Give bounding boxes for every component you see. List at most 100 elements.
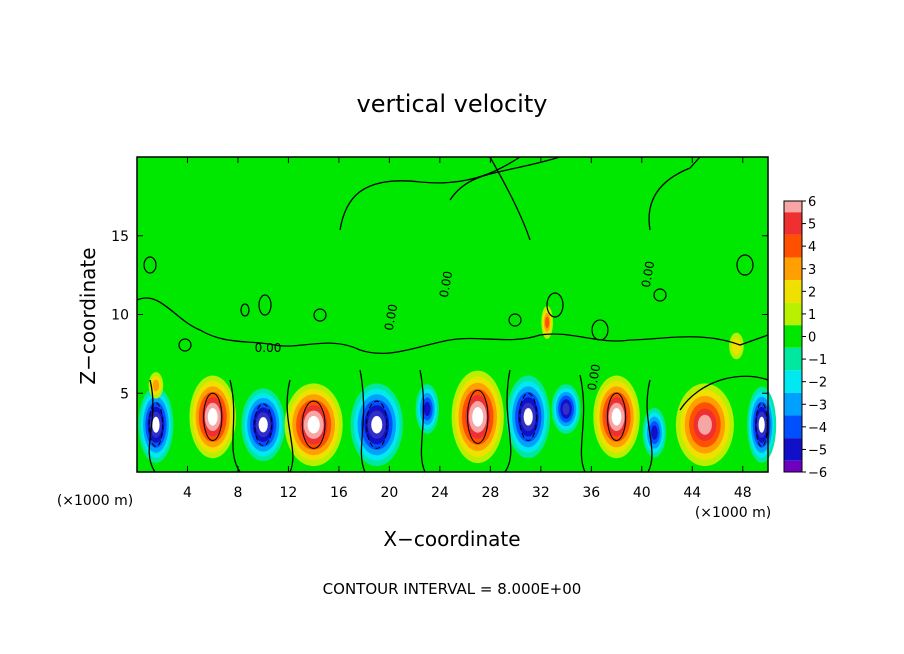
contour-label: 0.00	[437, 270, 455, 299]
colorbar-tick-label: 4	[808, 240, 816, 255]
plot-area: 0.00 0.00 0.00 0.00 0.00	[136, 156, 777, 473]
x-tick-label: 12	[280, 485, 298, 501]
contour-label: 0.00	[382, 303, 400, 332]
contour-loop	[653, 288, 667, 302]
contour-loop	[258, 294, 272, 316]
colorbar-tick-label: −5	[808, 443, 827, 458]
contour-interval-text: CONTOUR INTERVAL = 8.000E+00	[323, 580, 582, 598]
cell-ring	[731, 337, 741, 355]
zero-contour	[504, 369, 512, 473]
zero-contour	[136, 297, 769, 354]
cell-ring	[152, 379, 160, 392]
contour-loop	[178, 338, 192, 352]
colorbar-swatch	[784, 370, 802, 393]
velocity-cell	[284, 383, 343, 467]
contour-label: 0.00	[585, 363, 603, 392]
velocity-cell	[189, 375, 236, 459]
colorbar-swatch	[784, 212, 802, 235]
y-tick-label: 15	[111, 229, 129, 245]
contour-labels: 0.00 0.00 0.00 0.00 0.00	[255, 260, 658, 392]
cell-ring	[697, 414, 712, 435]
cell-ring	[207, 408, 218, 426]
velocity-cell	[551, 384, 581, 434]
colorbar-swatch	[784, 302, 802, 326]
cell-ring	[423, 401, 431, 417]
colorbar-swatch	[784, 201, 802, 213]
cell-contour	[467, 389, 489, 444]
x-tick-label: 48	[734, 485, 752, 501]
colorbar-tick-label: 0	[808, 331, 816, 346]
contour-loop	[313, 308, 327, 322]
x-tick-label: 40	[633, 485, 651, 501]
colorbar-tick-label: −1	[808, 353, 827, 368]
cell-ring	[758, 416, 765, 433]
contour-loop	[546, 292, 564, 318]
cell-contour	[606, 392, 627, 441]
zero-contour	[148, 379, 156, 473]
x-unit-label-right: (×1000 m)	[695, 505, 771, 521]
cell-ring	[523, 408, 533, 426]
x-tick-label: 32	[532, 485, 550, 501]
x-tick-label: 36	[582, 485, 600, 501]
x-tick-label: 8	[233, 485, 242, 501]
colorbar-swatch	[784, 438, 802, 461]
velocity-cell	[593, 375, 640, 459]
colorbar-tick-label: 1	[808, 308, 816, 323]
y-tick-label: 10	[111, 308, 129, 324]
cell-ring	[472, 407, 484, 427]
colorbar-tick-label: −3	[808, 398, 827, 413]
colorbar-swatch	[784, 460, 802, 472]
colorbar-swatch	[784, 280, 802, 303]
cell-contour	[366, 400, 388, 449]
contour-label: 0.00	[639, 260, 657, 289]
velocity-cell	[506, 375, 550, 459]
cell-ring	[371, 416, 383, 434]
x-tick-label: 16	[330, 485, 348, 501]
x-tick-label: 44	[683, 485, 701, 501]
cell-ring	[307, 416, 320, 434]
contour-loop	[143, 256, 157, 274]
colorbar-swatch	[784, 415, 802, 439]
zero-contour	[579, 374, 586, 473]
colorbar-swatch	[784, 257, 802, 281]
velocity-cell	[415, 384, 439, 434]
velocity-cell	[675, 383, 734, 467]
zero-contour	[286, 379, 294, 473]
cell-ring	[562, 402, 570, 416]
contour-loop	[240, 303, 250, 317]
colorbar-tick-label: 5	[808, 218, 816, 233]
contour-loop	[591, 319, 609, 341]
contour-label: 0.00	[255, 341, 282, 355]
zero-contour	[648, 156, 701, 231]
colorbar-tick-label: 3	[808, 263, 816, 278]
zero-contour	[489, 156, 531, 241]
velocity-cell	[451, 370, 504, 464]
zero-contour	[419, 369, 426, 473]
zero-contour	[339, 156, 521, 231]
velocity-cell	[642, 407, 667, 458]
x-axis-ticks: 4 8 12 16 20 24 28 32 36 40 44 48	[183, 157, 752, 501]
x-tick-label: 28	[481, 485, 499, 501]
chart-title: vertical velocity	[357, 90, 548, 118]
cell-ring	[611, 408, 622, 426]
y-axis-ticks: 5 10 15	[111, 229, 768, 402]
colorbar: 6 5 4 3 2 1 0 −1 −2 −3 −4 −5 −6	[783, 195, 827, 481]
velocity-cell	[350, 383, 403, 467]
zero-contour	[359, 369, 366, 473]
cell-contour	[254, 403, 273, 447]
colorbar-swatch	[784, 392, 802, 416]
cell-contour	[203, 392, 223, 441]
colorbar-swatch	[784, 325, 802, 348]
zero-contour	[229, 379, 241, 473]
zero-contour	[646, 379, 653, 473]
colorbar-tick-label: 2	[808, 285, 816, 300]
y-tick-label: 5	[120, 386, 129, 402]
contour-loop	[736, 254, 754, 276]
colorbar-tick-label: −4	[808, 421, 827, 436]
colorbar-swatch	[784, 234, 802, 258]
y-axis-label: Z−coordinate	[76, 247, 100, 384]
velocity-cell	[729, 332, 744, 360]
x-unit-label-left: (×1000 m)	[57, 493, 133, 509]
x-tick-label: 24	[431, 485, 449, 501]
